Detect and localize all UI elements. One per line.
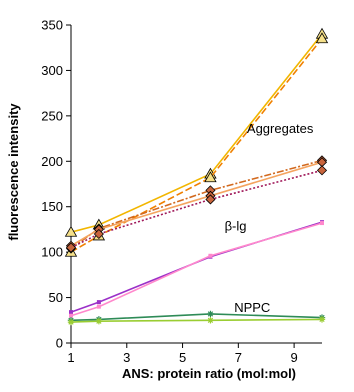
x-tick-label: 9 xyxy=(290,350,297,365)
series-line xyxy=(70,222,323,317)
data-point-square xyxy=(320,221,324,226)
data-point-square xyxy=(69,310,73,315)
series-layer xyxy=(64,27,329,326)
data-point-star xyxy=(207,310,214,318)
x-axis-title: ANS: protein ratio (mol:mol) xyxy=(122,366,296,381)
x-tick-label: 5 xyxy=(179,350,186,365)
annotation-label: β-lg xyxy=(225,218,247,233)
data-point-diamond xyxy=(205,194,216,205)
data-point-diamond xyxy=(316,165,328,176)
axes: 0 50 100 150 200 250 300 350 1 3 5 7 9 xyxy=(41,18,322,365)
data-point-square xyxy=(69,313,73,318)
data-point-star xyxy=(207,317,214,324)
annotations: Aggregates β-lg NPPC xyxy=(225,121,314,315)
series-line xyxy=(70,169,323,249)
series-line xyxy=(70,161,323,247)
y-tick-label: 300 xyxy=(41,63,63,78)
data-point-triangle xyxy=(64,225,78,237)
y-tick-label: 50 xyxy=(49,290,63,305)
y-tick-label: 350 xyxy=(41,18,63,33)
data-point-square xyxy=(96,300,101,305)
x-tick-label: 1 xyxy=(67,350,74,365)
series-line xyxy=(70,318,323,323)
data-point-star xyxy=(95,317,103,325)
series-line xyxy=(70,221,323,313)
y-tick-label: 100 xyxy=(41,245,63,260)
y-tick-label: 150 xyxy=(41,199,63,214)
data-point-star xyxy=(67,318,75,326)
data-point-diamond xyxy=(93,228,104,240)
data-point-square xyxy=(208,253,213,258)
series-7 xyxy=(69,221,324,318)
series-line xyxy=(70,33,323,233)
annotation-label: Aggregates xyxy=(247,121,314,136)
series-line xyxy=(70,38,323,253)
y-tick-label: 250 xyxy=(41,108,63,123)
series-line xyxy=(70,313,323,322)
y-axis-title: fluorescence intensity xyxy=(6,103,21,241)
annotation-label: NPPC xyxy=(234,300,270,315)
x-tick-label: 7 xyxy=(235,350,242,365)
data-point-diamond xyxy=(65,242,77,253)
y-tick-label: 200 xyxy=(41,154,63,169)
y-tick-label: 0 xyxy=(56,336,63,351)
series-9 xyxy=(67,316,326,326)
data-point-square xyxy=(96,304,101,309)
series-5 xyxy=(65,165,328,253)
data-point-star xyxy=(318,316,326,323)
x-tick-label: 3 xyxy=(123,350,130,365)
data-point-triangle xyxy=(204,171,217,183)
data-point-triangle xyxy=(315,32,329,44)
